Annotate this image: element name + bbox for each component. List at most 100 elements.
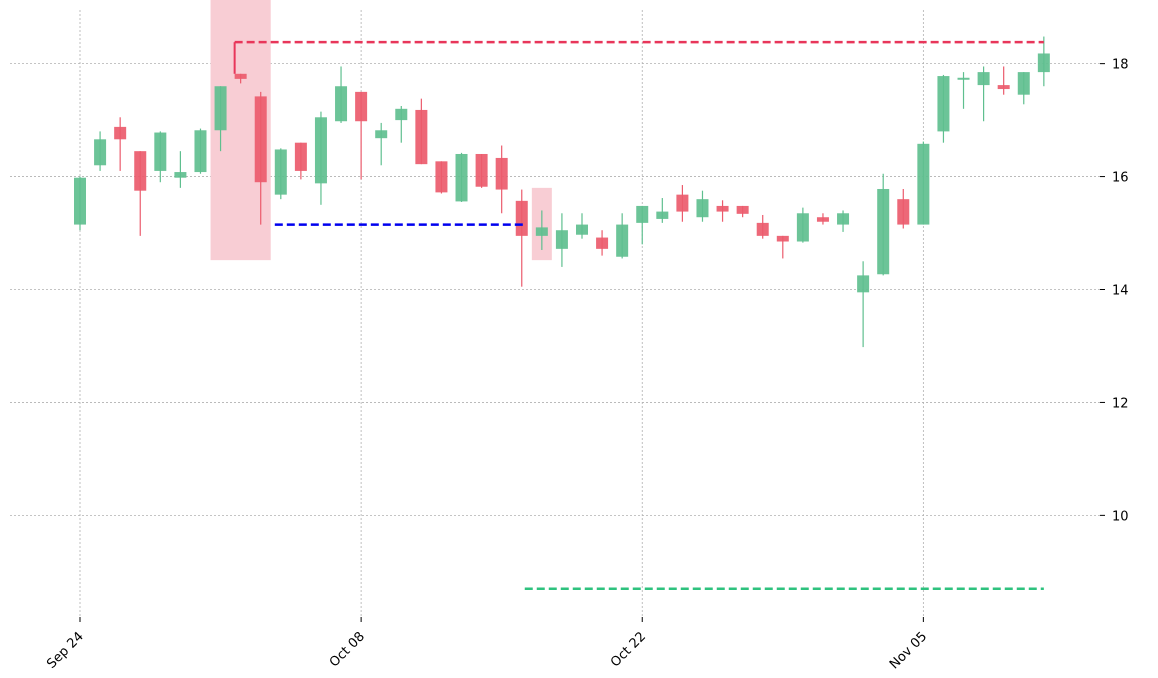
candle-body	[1017, 72, 1030, 95]
candle-body	[776, 235, 789, 242]
candle-body	[555, 230, 568, 249]
candle	[897, 188, 910, 229]
candle-body	[415, 109, 428, 165]
candle	[134, 151, 147, 236]
candle	[997, 66, 1010, 95]
candle	[1037, 36, 1050, 87]
candle-body	[816, 217, 829, 222]
candle	[455, 152, 468, 202]
candle	[616, 213, 629, 259]
x-tick-label: Oct 22	[608, 629, 649, 670]
candle-body	[254, 96, 267, 183]
candle	[475, 153, 488, 188]
candle	[375, 122, 388, 166]
y-tick-label: 10	[1112, 509, 1129, 524]
y-tick-label: 14	[1112, 284, 1129, 299]
candle-body	[94, 139, 107, 166]
candle-body	[475, 153, 488, 187]
candle-body	[455, 153, 468, 202]
candle-body	[937, 76, 950, 132]
candle-body	[535, 227, 548, 236]
candle-body	[977, 72, 990, 86]
x-tick-label: Sep 24	[44, 629, 87, 672]
candle	[957, 72, 970, 109]
candle-body	[314, 117, 327, 184]
y-tick-label: 16	[1112, 171, 1129, 186]
candle	[676, 185, 689, 222]
candle	[314, 111, 327, 205]
candle-body	[616, 224, 629, 257]
candle-body	[576, 224, 588, 235]
candle	[656, 198, 669, 223]
candle-body	[335, 86, 348, 122]
candle	[495, 145, 508, 214]
candle	[335, 66, 348, 123]
candle-body	[435, 161, 448, 193]
candle	[515, 189, 528, 287]
candle	[756, 214, 769, 239]
candle-body	[857, 275, 870, 293]
candle	[274, 148, 287, 200]
candle-body	[355, 91, 368, 122]
candle-body	[676, 194, 689, 212]
candle-body	[636, 205, 649, 223]
y-tick-label: 18	[1112, 58, 1129, 73]
candle-body	[234, 73, 247, 79]
candle	[736, 205, 749, 218]
candle	[596, 230, 609, 256]
candle	[977, 66, 990, 122]
candle-body	[375, 130, 388, 139]
candle	[254, 91, 267, 225]
candle	[555, 213, 568, 267]
x-tick-label: Oct 08	[327, 629, 368, 670]
candle	[114, 117, 127, 171]
candle	[716, 200, 729, 222]
candle	[174, 151, 187, 188]
candle	[837, 210, 850, 232]
candle-body	[656, 211, 669, 219]
candle-body	[917, 143, 930, 225]
candle	[796, 207, 809, 243]
candle	[194, 128, 207, 174]
candle-body	[274, 149, 287, 195]
grid	[10, 10, 1100, 617]
candle-body	[837, 213, 850, 225]
candle	[816, 213, 829, 225]
candle	[857, 261, 870, 348]
candle	[355, 91, 368, 180]
candle	[234, 73, 247, 84]
candle	[1017, 72, 1030, 105]
candle	[937, 74, 950, 143]
candle	[877, 173, 890, 276]
candle-body	[174, 172, 187, 178]
candle	[535, 210, 548, 250]
candle	[214, 86, 227, 152]
candle-body	[696, 199, 709, 218]
candle-body	[194, 130, 207, 173]
candle-body	[997, 85, 1010, 90]
candle	[415, 98, 428, 165]
candle-body	[596, 237, 609, 249]
candle	[636, 205, 649, 245]
candle-body	[74, 177, 86, 225]
candle-body	[1037, 53, 1050, 73]
candle-body	[796, 213, 809, 242]
candle	[917, 141, 930, 225]
candle-body	[154, 132, 167, 171]
candle	[696, 190, 709, 222]
candle-body	[716, 205, 729, 212]
candle	[435, 161, 448, 194]
x-tick-label: Nov 05	[887, 629, 930, 672]
candle-body	[214, 86, 227, 131]
candle-body	[515, 200, 528, 236]
candle-body	[736, 205, 749, 214]
candle-body	[756, 222, 769, 236]
candle	[776, 235, 789, 259]
level-lines	[233, 40, 1044, 591]
candle	[94, 131, 107, 171]
candle	[294, 142, 307, 180]
y-tick-label: 12	[1112, 396, 1129, 411]
candle	[576, 213, 588, 239]
candle-body	[294, 142, 307, 171]
